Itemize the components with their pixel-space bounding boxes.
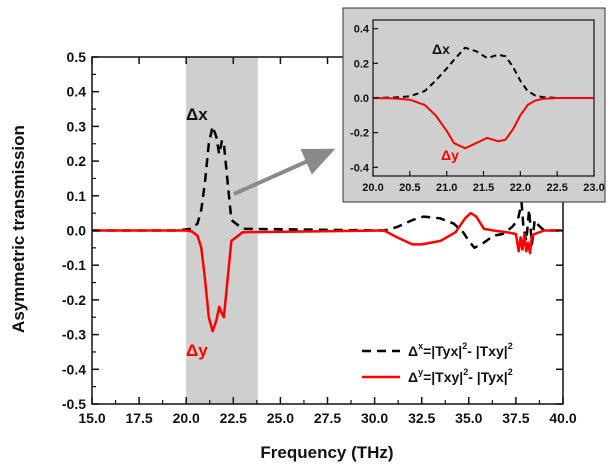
inset-series-line-delta-y: [372, 97, 594, 150]
inset-x-tick-label: 22.0: [510, 182, 531, 194]
y-tick-label: 0.5: [67, 49, 87, 65]
inset-x-tick-label: 20.5: [399, 182, 420, 194]
y-tick-label: -0.4: [62, 361, 86, 377]
y-tick-label: -0.1: [62, 257, 86, 273]
inset-panel: [342, 7, 606, 203]
shaded-region: [186, 57, 258, 404]
x-tick-label: 35.0: [455, 410, 482, 426]
inset-y-tick-label: 0.4: [354, 24, 370, 36]
legend-label-delta-y: Δy=|Txy|2- |Tyx|2: [408, 367, 513, 385]
inset-annotation-delta-x: Δx: [432, 41, 450, 57]
x-axis-title: Frequency (THz): [260, 443, 393, 462]
inset-x-tick-label: 22.5: [546, 182, 567, 194]
x-tick-label: 37.5: [502, 410, 529, 426]
y-tick-label: -0.5: [62, 396, 86, 412]
series-line-delta-y: [92, 211, 563, 333]
x-tick-label: 25.0: [267, 410, 294, 426]
inset-y-tick-label: 0.2: [354, 58, 369, 70]
inset-x-tick-label: 20.0: [362, 182, 383, 194]
x-tick-label: 30.0: [361, 410, 388, 426]
inset-x-tick-label: 21.5: [473, 182, 494, 194]
inset-y-tick-label: -0.4: [350, 162, 370, 174]
annotation-delta-x: Δx: [186, 105, 208, 124]
x-tick-label: 17.5: [125, 410, 152, 426]
x-tick-label: 20.0: [173, 410, 200, 426]
inset-annotation-delta-y: Δy: [441, 147, 459, 163]
y-tick-label: -0.3: [62, 327, 86, 343]
y-tick-label: 0.4: [67, 84, 87, 100]
x-tick-label: 15.0: [78, 410, 105, 426]
y-tick-label: -0.2: [62, 292, 86, 308]
y-tick-label: 0.2: [67, 153, 87, 169]
y-tick-label: 0.3: [67, 118, 87, 134]
annotation-delta-y: Δy: [186, 341, 208, 360]
inset-y-tick-label: 0.0: [354, 93, 369, 105]
x-tick-label: 22.5: [220, 410, 247, 426]
x-tick-label: 40.0: [549, 410, 576, 426]
inset-x-tick-label: 23.0: [583, 182, 604, 194]
zoom-arrow: [233, 148, 336, 196]
y-axis-title: Asymmetric transmission: [9, 125, 28, 333]
y-tick-label: 0.1: [67, 188, 87, 204]
legend-label-delta-x: Δx=|Tyx|2- |Txy|2: [408, 341, 513, 359]
x-tick-label: 27.5: [314, 410, 341, 426]
inset-x-tick-label: 21.0: [436, 182, 457, 194]
inset-series-line-delta-x: [372, 46, 594, 99]
x-tick-label: 32.5: [408, 410, 435, 426]
y-tick-label: 0.0: [67, 223, 87, 239]
inset-y-tick-label: -0.2: [350, 128, 369, 140]
